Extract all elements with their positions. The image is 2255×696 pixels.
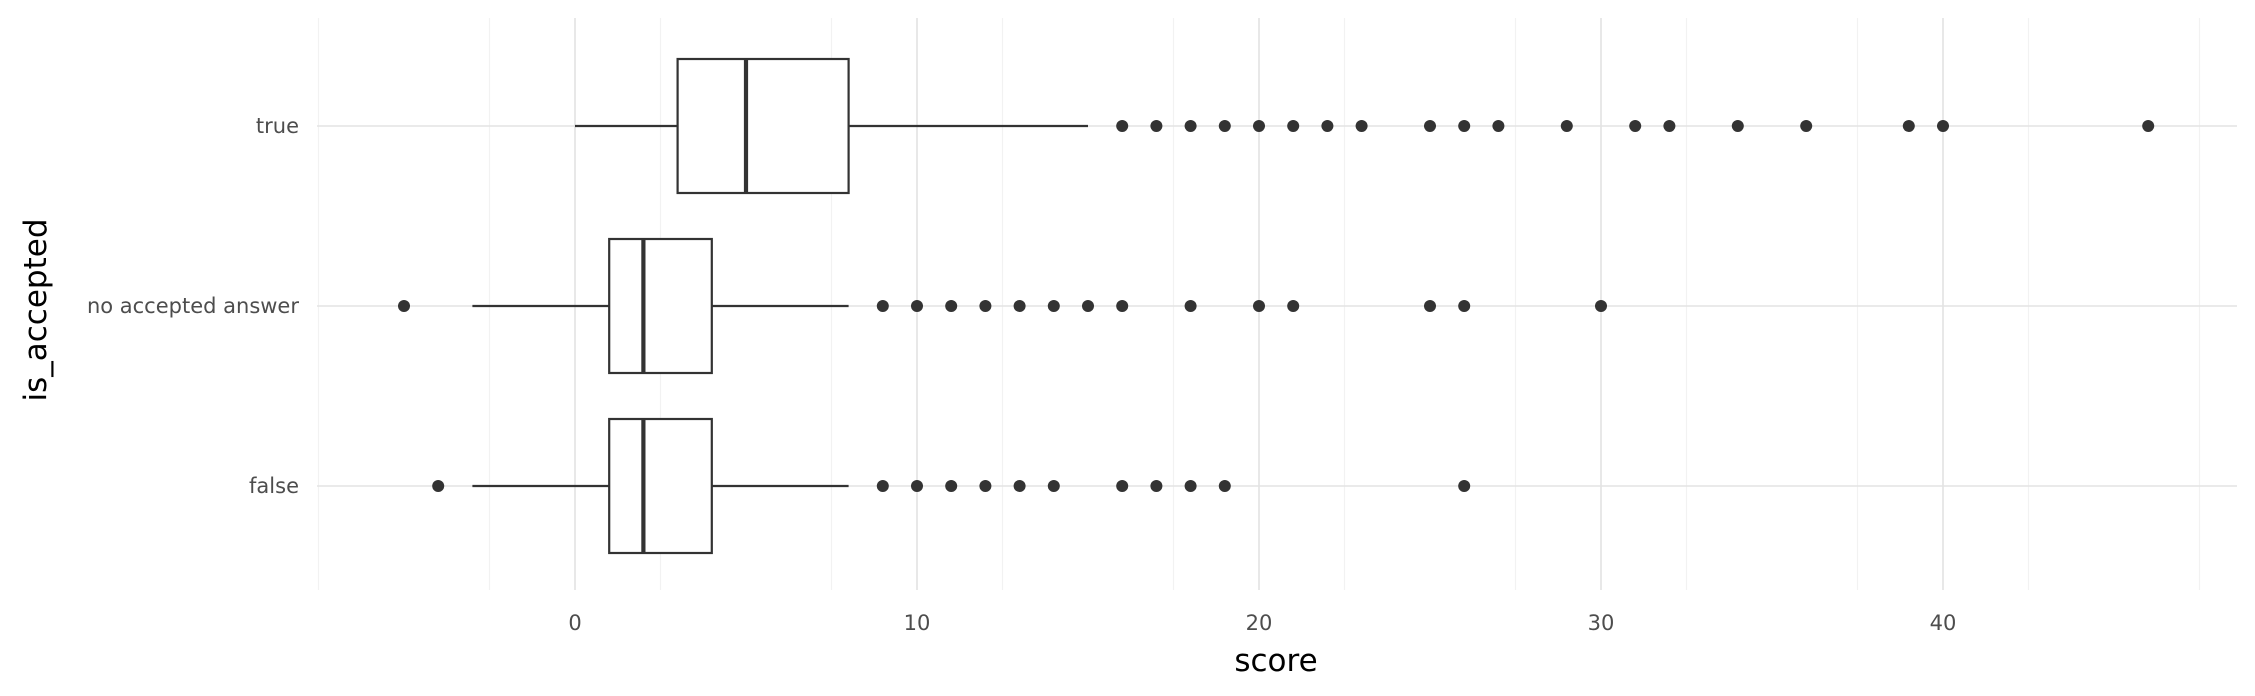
outlier-point [1937,120,1949,132]
outlier-point [1458,300,1471,312]
outlier-point [1047,300,1060,312]
outlier-point [911,480,923,492]
outlier-point [1492,120,1505,132]
outlier-point [1458,120,1471,132]
outlier-point [911,300,923,312]
outlier-point [1116,300,1129,312]
outlier-point [945,300,958,312]
y-axis-title: is_accepted [18,218,54,401]
y-tick-label: no accepted answer [87,294,299,318]
outlier-point [1321,120,1334,132]
outlier-point [1082,300,1094,312]
outlier-point [1184,120,1197,132]
outlier-point [398,300,410,312]
outlier-point [1731,120,1744,132]
x-tick-label: 40 [1930,611,1957,635]
tick-label-layer: 0 10 20 30 40 true no accepted answer false [87,114,1956,635]
outlier-point [1116,120,1129,132]
x-tick-label: 0 [568,611,581,635]
iqr-box [608,237,713,375]
outlier-point [1150,480,1163,492]
y-tick-label: false [249,474,299,498]
box-group [398,237,1607,375]
box-layer [398,57,2155,555]
outlier-point [1560,120,1573,132]
outlier-point [876,300,889,312]
outlier-point [1355,120,1368,132]
outlier-point [1595,300,1607,312]
outlier-point [1013,300,1026,312]
outlier-point [1184,480,1197,492]
outlier-point [1218,480,1231,492]
outlier-point [1287,120,1300,132]
outlier-point [1424,300,1436,312]
outlier-point [876,480,889,492]
box-group [575,57,2155,195]
iqr-box [676,57,850,195]
y-tick-label: true [256,114,299,138]
outlier-point [1902,120,1915,132]
outlier-point [1629,120,1642,132]
x-tick-label: 10 [904,611,931,635]
outlier-point [1184,300,1197,312]
outlier-point [1116,480,1129,492]
outlier-point [1218,120,1231,132]
grid-layer [317,18,2237,590]
outlier-point [1047,480,1060,492]
outlier-point [1663,120,1676,132]
outlier-point [1287,300,1300,312]
outlier-point [1253,300,1265,312]
outlier-point [1150,120,1163,132]
outlier-point [1800,120,1813,132]
box-group [432,417,1471,555]
outlier-point [2142,120,2155,132]
x-axis-title: score [1234,643,1317,679]
outlier-point [432,480,445,492]
outlier-point [1253,120,1265,132]
iqr-box [608,417,713,555]
x-tick-label: 20 [1246,611,1273,635]
outlier-point [1424,120,1436,132]
outlier-point [1458,480,1471,492]
outlier-point [979,480,992,492]
outlier-point [1013,480,1026,492]
x-tick-label: 30 [1588,611,1615,635]
outlier-point [945,480,958,492]
outlier-point [979,300,992,312]
